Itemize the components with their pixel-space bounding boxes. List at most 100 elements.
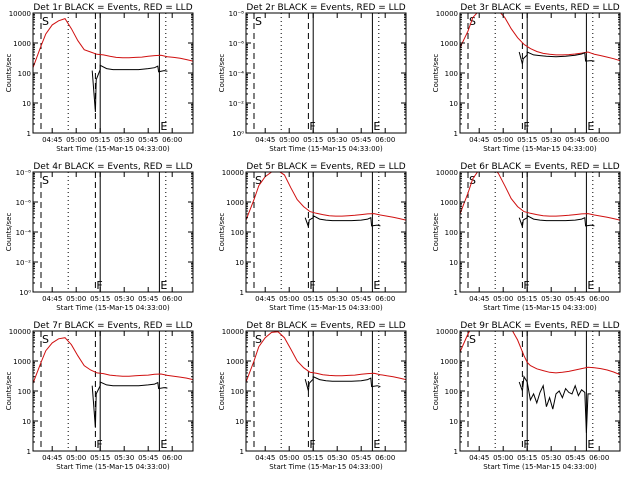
x-axis-label: Start Time (15-Mar-15 04:33:00)	[483, 145, 597, 153]
chart-panel-5: Det 5r BLACK = Events, RED = LLD S F E 1 10 10…	[218, 162, 407, 312]
plot-frame	[32, 330, 194, 452]
event-marker-label: E	[373, 120, 380, 133]
y-tick-label: 100	[445, 388, 458, 396]
x-axis-label: Start Time (15-Mar-15 04:33:00)	[269, 304, 383, 312]
y-tick-label: 10⁻⁶	[16, 199, 32, 207]
x-axis-label: Start Time (15-Mar-15 04:33:00)	[269, 463, 383, 471]
chart-title: Det 4r BLACK = Events, RED = LLD	[33, 162, 192, 172]
plot-area	[246, 331, 406, 392]
x-tick-label: 05:30	[327, 136, 347, 144]
x-tick-label: 05:00	[279, 454, 299, 462]
x-tick-label: 04:45	[255, 295, 275, 303]
y-tick-label: 10	[449, 100, 458, 108]
data-series-line	[304, 214, 381, 227]
y-tick-label: 10	[235, 418, 244, 426]
x-tick-label: 06:00	[589, 295, 609, 303]
plot-area	[33, 17, 193, 113]
y-tick-label: 10	[22, 418, 31, 426]
x-tick-label: 04:45	[469, 136, 489, 144]
x-tick-label: 05:00	[66, 136, 86, 144]
x-tick-label: 05:15	[517, 454, 537, 462]
plot-frame	[245, 171, 407, 293]
chart-title: Det 1r BLACK = Events, RED = LLD	[33, 3, 192, 13]
y-tick-label: 1000	[440, 40, 458, 48]
x-tick-label: 05:30	[114, 295, 134, 303]
event-marker-label: E	[160, 120, 167, 133]
y-tick-label: 1000	[440, 358, 458, 366]
x-tick-label: 04:45	[469, 295, 489, 303]
data-series-line	[460, 172, 620, 221]
chart-panel-4: Det 4r BLACK = Events, RED = LLD S F E 10⁰ 10…	[5, 162, 194, 312]
x-tick-label: 05:00	[493, 295, 513, 303]
y-tick-label: 10	[22, 100, 31, 108]
x-tick-label: 05:30	[114, 454, 134, 462]
event-marker-label: E	[160, 438, 167, 451]
data-series-line	[518, 51, 595, 65]
x-tick-label: 05:15	[90, 136, 110, 144]
chart-title: Det 8r BLACK = Events, RED = LLD	[246, 321, 405, 331]
chart-title: Det 6r BLACK = Events, RED = LLD	[460, 162, 619, 172]
x-tick-label: 05:15	[517, 295, 537, 303]
event-marker-label: E	[587, 279, 594, 292]
data-series-line	[246, 172, 406, 221]
plot-frame	[32, 12, 194, 134]
event-marker-label: F	[523, 279, 529, 292]
x-tick-label: 05:00	[493, 454, 513, 462]
x-axis-label: Start Time (15-Mar-15 04:33:00)	[483, 304, 597, 312]
x-tick-label: 06:00	[375, 295, 395, 303]
event-marker-label: E	[373, 438, 380, 451]
x-tick-label: 04:45	[42, 454, 62, 462]
x-axis-label: Start Time (15-Mar-15 04:33:00)	[483, 463, 597, 471]
x-tick-label: 06:00	[162, 136, 182, 144]
data-series-line	[246, 331, 406, 383]
y-axis-label: Counts/sec	[432, 54, 440, 93]
event-marker-label: S	[469, 333, 476, 346]
event-marker-label: E	[587, 438, 594, 451]
y-tick-label: 1	[240, 289, 244, 297]
data-series-line	[518, 375, 592, 433]
x-tick-label: 05:45	[351, 295, 371, 303]
x-tick-label: 05:30	[114, 136, 134, 144]
x-tick-label: 05:30	[327, 295, 347, 303]
y-axis-label: Counts/sec	[218, 372, 226, 411]
x-tick-label: 05:15	[303, 295, 323, 303]
event-marker-label: F	[523, 438, 529, 451]
x-axis-label: Start Time (15-Mar-15 04:33:00)	[56, 463, 170, 471]
y-tick-label: 10000	[9, 10, 31, 18]
plot-area	[460, 172, 620, 227]
plot-frame	[32, 171, 194, 293]
data-series-line	[33, 337, 193, 384]
y-tick-label: 10000	[9, 328, 31, 336]
chart-title: Det 9r BLACK = Events, RED = LLD	[460, 321, 619, 331]
y-tick-label: 10000	[436, 169, 458, 177]
y-tick-label: 10000	[436, 10, 458, 18]
x-tick-label: 05:30	[541, 454, 561, 462]
y-axis-label: Counts/sec	[5, 54, 13, 93]
plot-frame	[245, 12, 407, 134]
chart-panel-3: Det 3r BLACK = Events, RED = LLD S F E 1 10 10…	[432, 3, 621, 153]
chart-panel-9: Det 9r BLACK = Events, RED = LLD S F E 1 10 10…	[432, 321, 621, 471]
x-tick-label: 05:45	[351, 136, 371, 144]
event-marker-label: S	[255, 174, 262, 187]
x-tick-label: 05:15	[90, 295, 110, 303]
plot-area	[33, 337, 193, 428]
chart-title: Det 7r BLACK = Events, RED = LLD	[33, 321, 192, 331]
data-series-line	[91, 381, 168, 428]
y-tick-label: 10	[449, 418, 458, 426]
chart-panel-8: Det 8r BLACK = Events, RED = LLD S F E 1 10 10…	[218, 321, 407, 471]
data-series-line	[460, 331, 620, 376]
y-axis-label: Counts/sec	[218, 213, 226, 252]
x-tick-label: 04:45	[42, 295, 62, 303]
plot-area	[460, 331, 620, 433]
y-tick-label: 1000	[13, 40, 31, 48]
chart-title: Det 3r BLACK = Events, RED = LLD	[460, 3, 619, 13]
chart-title: Det 2r BLACK = Events, RED = LLD	[246, 3, 405, 13]
x-tick-label: 05:45	[565, 295, 585, 303]
y-tick-label: 1000	[13, 358, 31, 366]
x-tick-label: 05:45	[138, 295, 158, 303]
y-tick-label: 10	[449, 259, 458, 267]
y-tick-label: 100	[231, 229, 244, 237]
y-tick-label: 1000	[440, 199, 458, 207]
